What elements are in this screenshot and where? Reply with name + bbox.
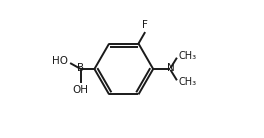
- Text: N: N: [167, 63, 175, 73]
- Text: OH: OH: [73, 85, 89, 95]
- Text: F: F: [142, 20, 148, 30]
- Text: CH₃: CH₃: [178, 77, 197, 87]
- Text: HO: HO: [52, 56, 68, 66]
- Text: B: B: [77, 63, 84, 73]
- Text: CH₃: CH₃: [178, 51, 197, 61]
